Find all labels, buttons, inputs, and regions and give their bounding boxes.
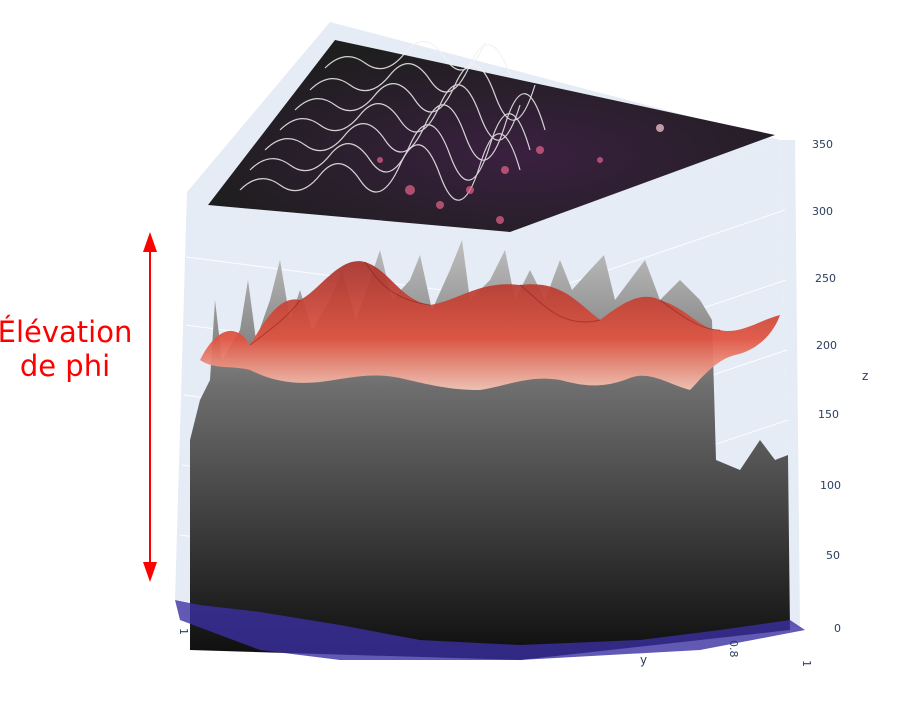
double-arrow-icon <box>143 232 157 582</box>
purple-base-surface <box>175 600 805 660</box>
z-tick-100: 100 <box>820 479 841 492</box>
z-tick-200: 200 <box>816 339 837 352</box>
x-tick-1: 1 <box>177 628 190 635</box>
top-projection-hotspots <box>377 124 664 224</box>
y-tick-0.8: 0.8 <box>727 640 740 658</box>
z-tick-350: 350 <box>812 138 833 151</box>
annotation-line-1: Élévation <box>0 315 132 349</box>
top-projection-contours <box>239 41 546 201</box>
z-axis-ticks: 350 300 250 200 150 100 50 0 <box>812 138 841 635</box>
annotation-line-2: de phi <box>20 349 110 383</box>
z-tick-0: 0 <box>834 622 841 635</box>
red-wave-surface <box>200 261 780 390</box>
y-tick-1: 1 <box>800 660 813 667</box>
red-wave-ridges <box>249 261 721 346</box>
y-axis-title: y <box>640 653 647 667</box>
z-tick-250: 250 <box>815 272 836 285</box>
z-tick-50: 50 <box>826 549 840 562</box>
z-axis-title: z <box>862 369 868 383</box>
back-wall-right <box>780 140 800 628</box>
z-tick-150: 150 <box>818 408 839 421</box>
z-tick-300: 300 <box>812 205 833 218</box>
